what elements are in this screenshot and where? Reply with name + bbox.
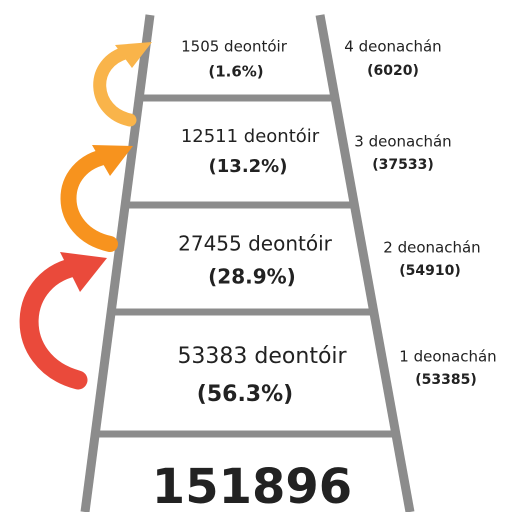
share: (56.3%) [197,382,293,407]
donors: 12511 deontóir [181,126,320,147]
arrow-head [115,42,152,68]
gift-total: (6020) [367,63,419,79]
share: (13.2%) [209,156,288,177]
arrow-head [92,145,133,176]
donors: 27455 deontóir [178,232,333,256]
gift-total: (54910) [399,263,461,279]
gifts: 2 deonachán [383,239,480,257]
donors: 53383 deontóir [177,344,347,369]
arrow [60,148,118,252]
total: 151896 [152,459,352,512]
arrow [19,256,90,390]
donors: 1505 deontóir [181,38,288,56]
gifts: 3 deonachán [354,133,451,151]
share: (1.6%) [208,63,263,81]
arrow-head [60,252,107,292]
gift-total: (53385) [415,372,477,388]
share: (28.9%) [208,265,296,289]
gifts: 4 deonachán [344,38,441,56]
gifts: 1 deonachán [399,348,496,366]
arrow [93,45,137,127]
gift-total: (37533) [372,157,434,173]
